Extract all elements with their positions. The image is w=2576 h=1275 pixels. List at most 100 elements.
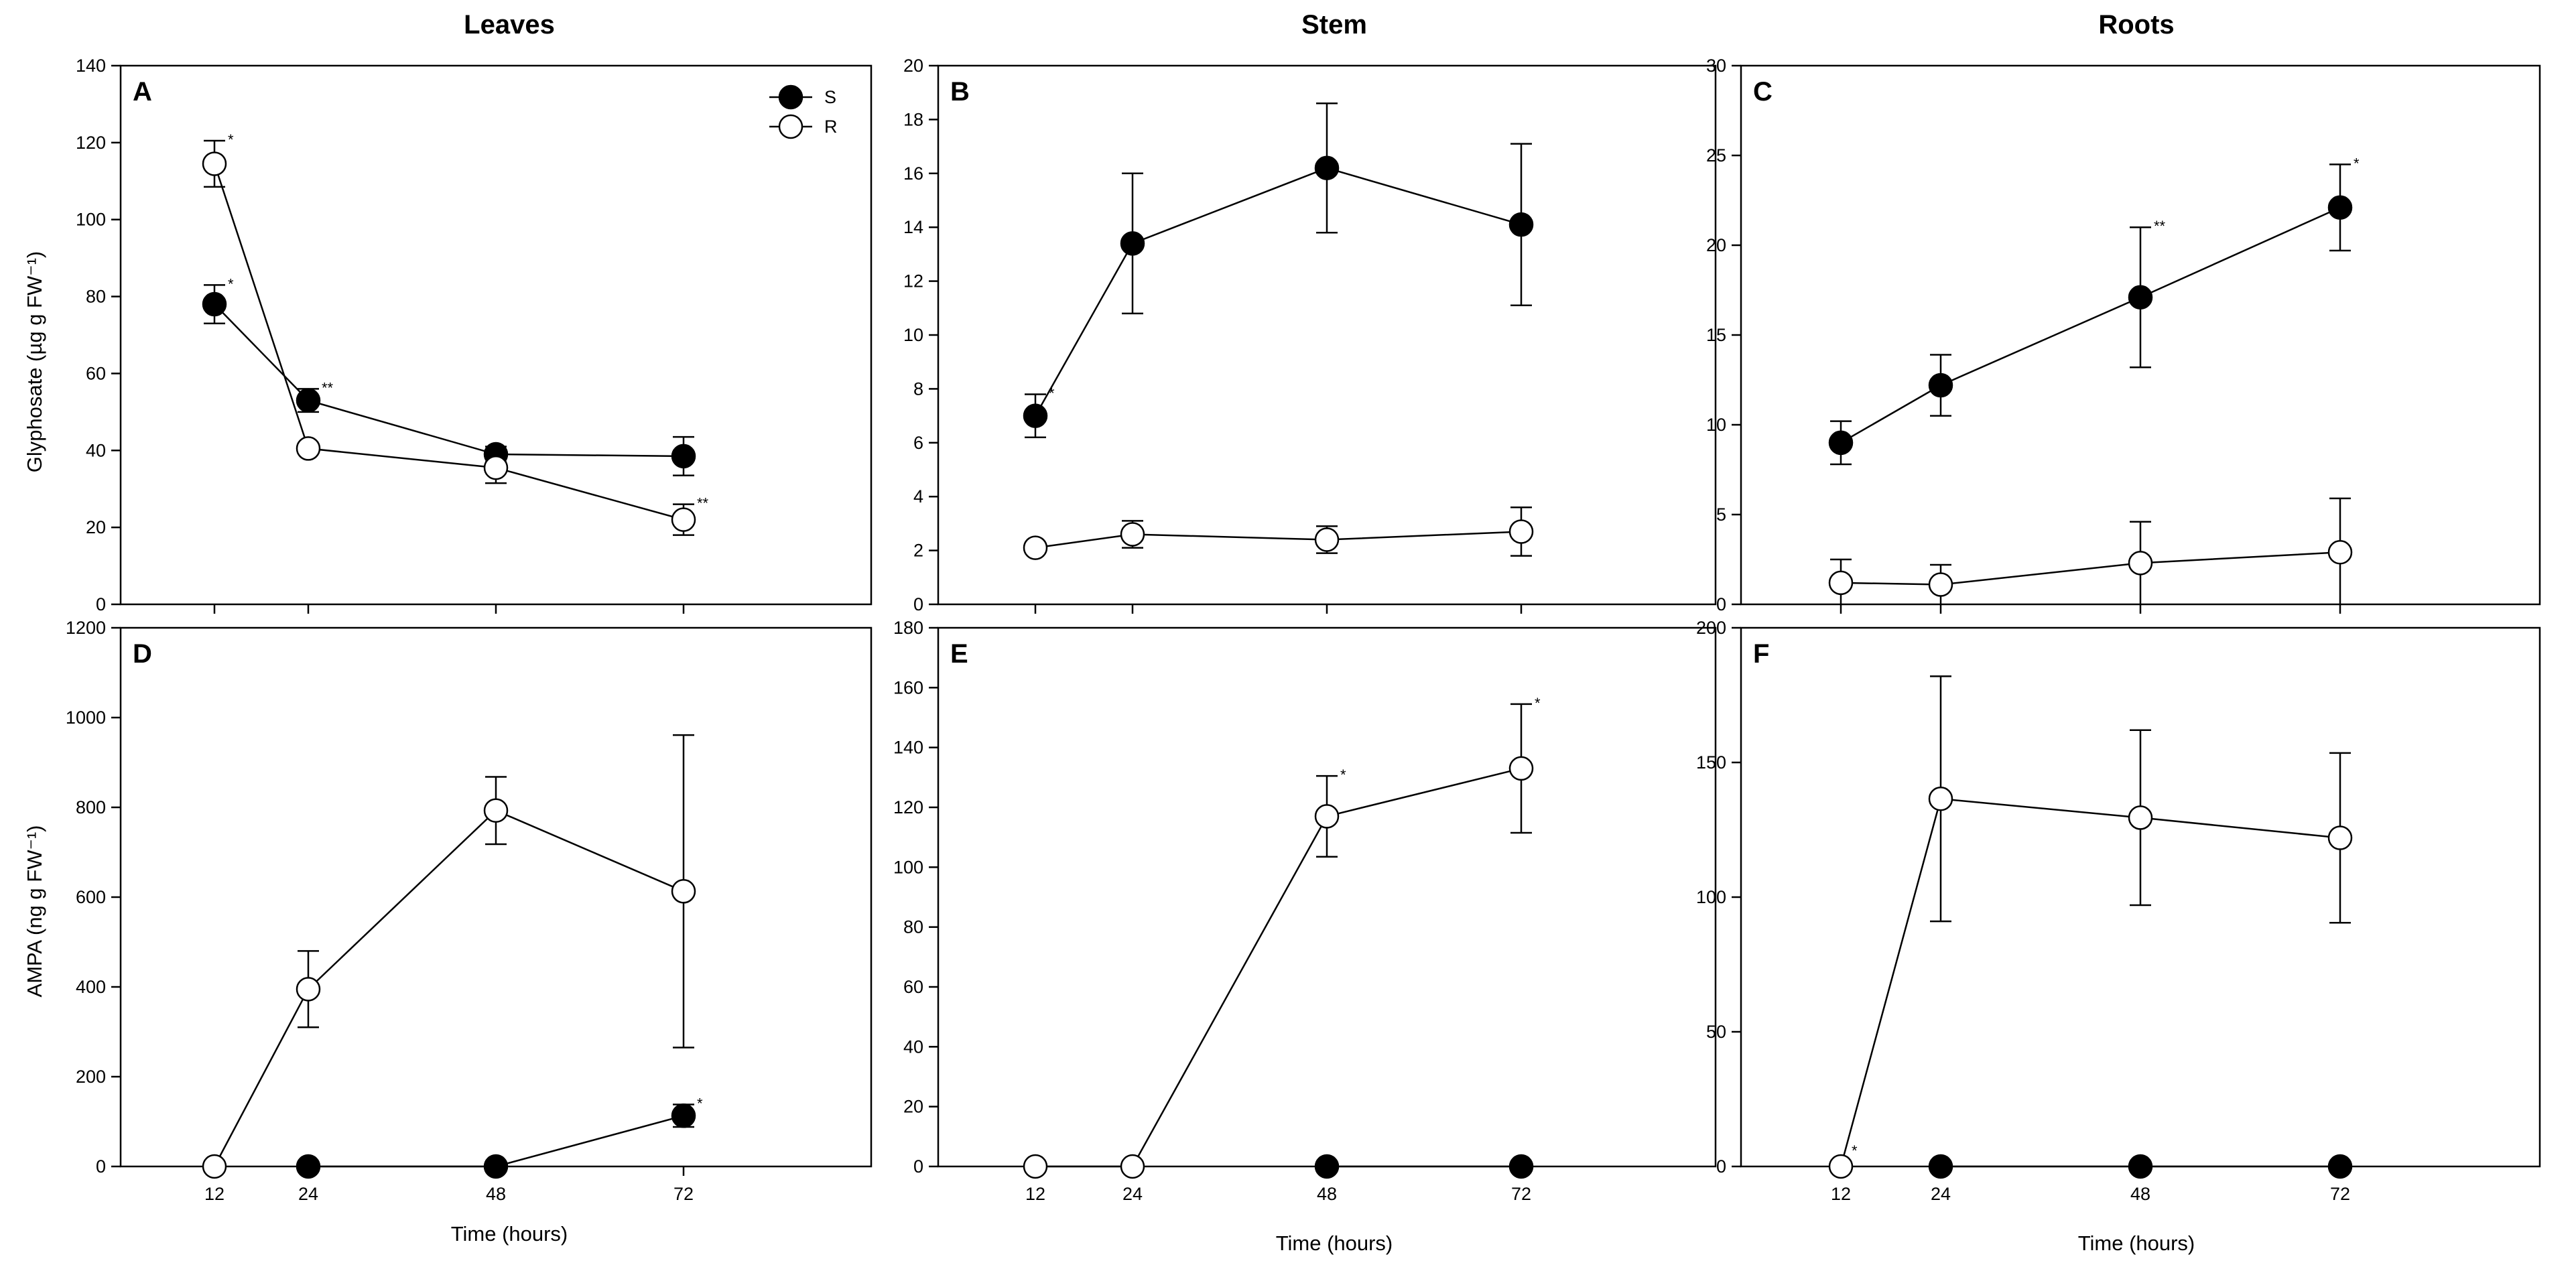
y-tick-label-d: 1200	[66, 618, 106, 638]
y-tick-label-e: 180	[893, 618, 923, 638]
panel-letter-e: E	[950, 639, 968, 669]
data-point-r-f	[2327, 825, 2353, 850]
data-point-s-e	[1508, 1154, 1534, 1179]
data-point-r-c	[1828, 570, 1854, 596]
panel-f: F 0 50 100 150 200 12 24 48 72 *	[1696, 618, 2541, 1204]
data-point-r-d	[671, 879, 696, 904]
y-tick-label-b: 20	[903, 56, 923, 76]
significance-mark-r-f: *	[1852, 1142, 1858, 1159]
significance-mark-s-a: **	[322, 379, 334, 396]
significance-mark-r-e: *	[1535, 695, 1541, 712]
series-line-r-b	[1035, 531, 1522, 549]
y-tick-label-a: 80	[86, 287, 106, 307]
y-tick-label-c: 20	[1706, 235, 1726, 255]
y-tick-label-e: 140	[893, 738, 923, 758]
significance-mark-s-c: *	[2354, 155, 2360, 172]
y-tick-label-c: 5	[1716, 505, 1726, 525]
data-point-r-d	[483, 798, 509, 823]
legend-marker-r	[778, 114, 803, 139]
significance-mark-s-c: **	[2154, 218, 2166, 234]
series-line-s-a	[214, 304, 684, 458]
column-title-roots: Roots	[2098, 10, 2174, 40]
legend: S R	[769, 84, 838, 139]
data-point-r-f	[2128, 805, 2153, 830]
data-point-r-a	[483, 455, 509, 480]
column-title-leaves: Leaves	[464, 10, 555, 40]
y-tick-label-c: 0	[1716, 594, 1726, 614]
data-point-s-f	[1928, 1154, 1953, 1179]
series-line-r-e	[1035, 767, 1522, 1168]
significance-mark-s-a: *	[228, 275, 234, 292]
y-tick-label-f: 0	[1716, 1156, 1726, 1177]
legend-label-r: R	[824, 117, 838, 137]
significance-mark-s-b: *	[1049, 385, 1055, 401]
y-tick-label-d: 200	[76, 1067, 106, 1087]
data-point-r-a	[202, 151, 227, 176]
data-point-s-f	[2128, 1154, 2153, 1179]
y-tick-label-c: 10	[1706, 415, 1726, 435]
x-tick-label-f: 48	[2130, 1184, 2150, 1204]
y-tick-label-d: 1000	[66, 708, 106, 728]
data-point-s-d	[296, 1154, 321, 1179]
y-tick-label-d: 800	[76, 797, 106, 817]
x-tick-label-f: 24	[1931, 1184, 1951, 1204]
data-point-r-c	[2327, 540, 2353, 565]
x-tick-label-d: 12	[204, 1184, 224, 1204]
y-tick-label-a: 100	[76, 210, 106, 230]
series-line-r-d	[213, 809, 684, 1167]
series-line-s-c	[1840, 206, 2341, 444]
y-tick-label-b: 8	[913, 379, 923, 399]
data-point-s-b	[1508, 212, 1534, 237]
y-tick-label-b: 10	[903, 325, 923, 345]
plot-frame-e	[937, 626, 1717, 1168]
data-point-r-d	[296, 977, 321, 1002]
y-tick-label-e: 0	[913, 1156, 923, 1177]
panel-letter-c: C	[1753, 77, 1773, 107]
data-point-r-b	[1023, 535, 1048, 560]
y-tick-label-a: 20	[86, 517, 106, 537]
x-tick-label-e: 48	[1317, 1184, 1337, 1204]
y-tick-label-e: 60	[903, 977, 923, 997]
legend-marker-s	[778, 84, 803, 110]
data-point-s-a	[296, 388, 321, 413]
y-tick-label-d: 600	[76, 887, 106, 907]
x-tick-label-f: 12	[1831, 1184, 1851, 1204]
y-tick-label-a: 140	[76, 56, 106, 76]
x-tick-label-d: 48	[486, 1184, 506, 1204]
y-tick-label-d: 0	[96, 1156, 106, 1177]
data-point-r-d	[202, 1154, 227, 1179]
y-tick-label-a: 0	[96, 594, 106, 614]
y-tick-label-b: 2	[913, 541, 923, 561]
x-tick-label-e: 72	[1511, 1184, 1531, 1204]
data-point-s-e	[1314, 1154, 1340, 1179]
y-tick-label-f: 50	[1706, 1022, 1726, 1042]
panel-b: B 0 2 4 6 8 10 12 14 16 18 20 *	[903, 56, 1717, 614]
series-line-r-a	[213, 163, 684, 521]
y-tick-label-b: 12	[903, 271, 923, 291]
data-point-s-d	[483, 1154, 509, 1179]
data-point-r-a	[671, 507, 696, 532]
data-point-r-e	[1508, 756, 1534, 781]
y-axis-label-ampa: AMPA (ng g FW⁻¹)	[23, 825, 46, 998]
column-title-stem: Stem	[1301, 10, 1367, 40]
y-tick-label-b: 6	[913, 433, 923, 453]
y-tick-label-f: 100	[1696, 887, 1726, 907]
data-point-r-b	[1120, 522, 1145, 547]
y-tick-label-a: 120	[76, 133, 106, 153]
data-point-r-e	[1120, 1154, 1145, 1179]
y-tick-label-f: 200	[1696, 618, 1726, 638]
y-tick-label-b: 16	[903, 163, 923, 184]
panel-letter-f: F	[1753, 639, 1769, 669]
y-tick-label-c: 30	[1706, 56, 1726, 76]
x-axis-label-roots: Time (hours)	[2078, 1231, 2195, 1255]
y-tick-label-a: 60	[86, 363, 106, 383]
data-point-s-c	[2327, 195, 2353, 220]
y-tick-label-c: 15	[1706, 325, 1726, 345]
data-point-s-b	[1314, 155, 1340, 181]
y-tick-label-c: 25	[1706, 145, 1726, 165]
significance-mark-s-d: *	[697, 1095, 703, 1112]
x-axis-label-stem: Time (hours)	[1276, 1231, 1393, 1255]
data-point-r-e	[1314, 804, 1340, 829]
